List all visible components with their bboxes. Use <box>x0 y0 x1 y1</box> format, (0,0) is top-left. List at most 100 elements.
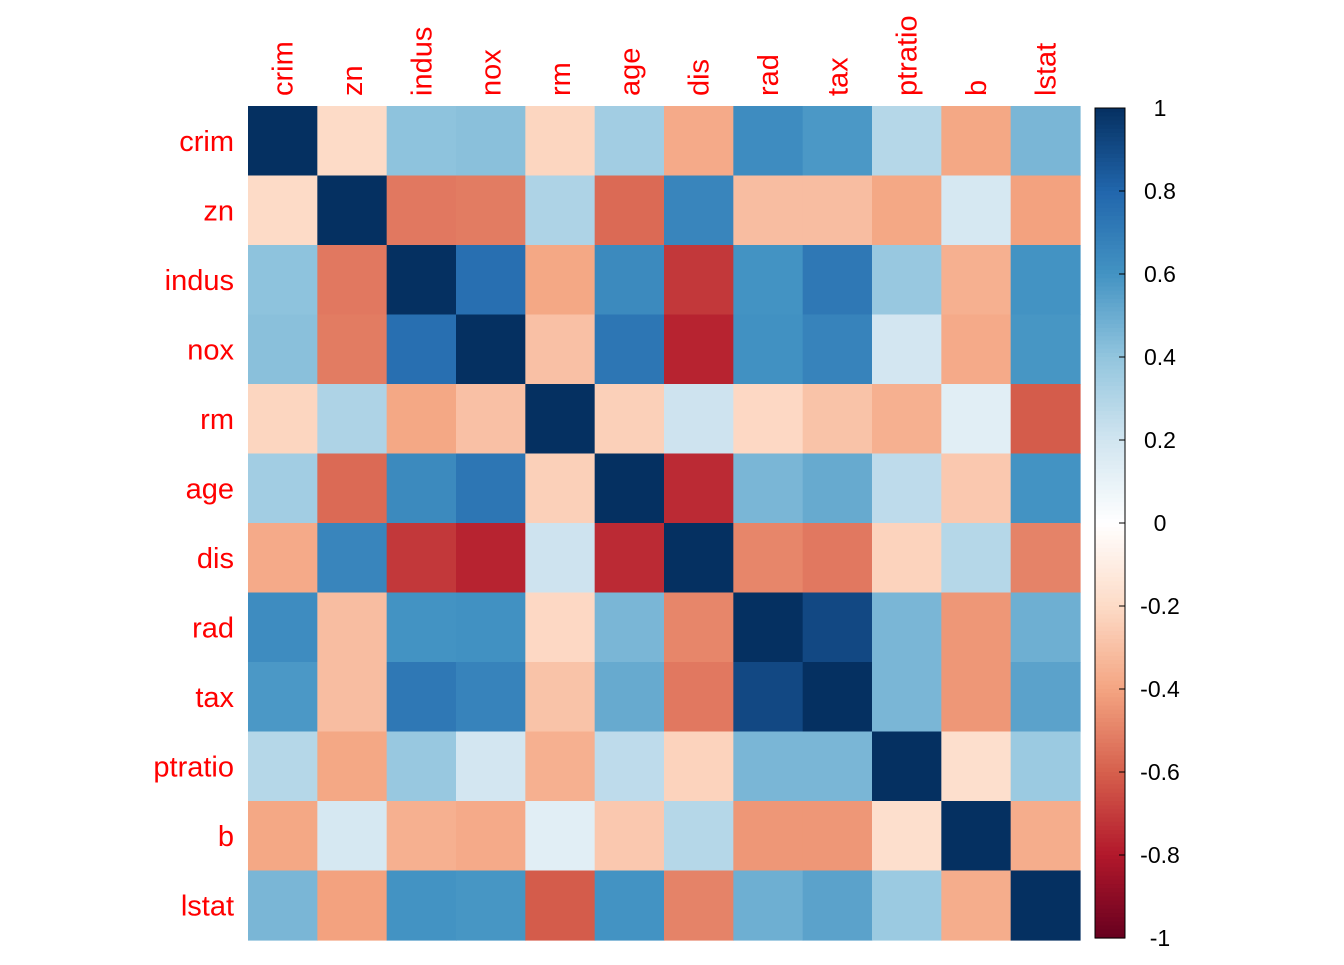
heatmap-cell-rm-b <box>941 384 1012 455</box>
heatmap-cell-dis-tax <box>802 523 873 594</box>
colorbar-segment <box>1095 904 1125 910</box>
column-label-tax: tax <box>822 57 854 96</box>
colorbar-segment <box>1095 755 1125 761</box>
colorbar-segment <box>1095 120 1125 126</box>
colorbar-segment <box>1095 132 1125 138</box>
column-label-age: age <box>614 48 646 96</box>
heatmap-cell-indus-crim <box>248 245 318 316</box>
colorbar-segment <box>1095 357 1125 362</box>
heatmap-cell-dis-rad <box>733 523 804 594</box>
column-label-nox: nox <box>476 49 508 96</box>
colorbar-segment <box>1095 726 1125 732</box>
colorbar-segment <box>1095 672 1125 678</box>
colorbar-segment <box>1095 377 1125 383</box>
colorbar-segment <box>1095 664 1125 669</box>
heatmap-cell-indus-rm <box>525 245 596 316</box>
heatmap-cell-rm-zn <box>317 384 388 455</box>
colorbar-segment <box>1095 124 1125 130</box>
colorbar-segment <box>1095 701 1125 707</box>
heatmap-cell-nox-rad <box>733 314 804 385</box>
colorbar-segment <box>1095 747 1125 752</box>
colorbar-segment <box>1095 560 1125 566</box>
heatmap-cell-b-nox <box>456 801 526 872</box>
heatmap-cell-zn-crim <box>248 175 318 246</box>
heatmap-cell-indus-zn <box>317 245 388 316</box>
colorbar-segment <box>1095 547 1125 553</box>
heatmap-cell-crim-tax <box>802 106 873 177</box>
colorbar-segment <box>1095 207 1125 213</box>
heatmap-cell-dis-age <box>594 523 665 594</box>
colorbar-segment <box>1095 531 1125 537</box>
heatmap-cell-indus-indus <box>386 245 457 316</box>
heatmap-cell-nox-nox <box>456 314 526 385</box>
colorbar-segment <box>1095 626 1125 632</box>
colorbar-segment <box>1095 340 1125 346</box>
colorbar-segment <box>1095 381 1125 387</box>
heatmap-cell-rad-lstat <box>1010 592 1081 663</box>
heatmap-cell-lstat-nox <box>456 870 526 941</box>
colorbar-segment <box>1095 112 1125 117</box>
heatmap-cell-lstat-zn <box>317 870 388 941</box>
heatmap-cell-rm-ptratio <box>872 384 942 455</box>
colorbar-tick-label: -1 <box>1150 925 1170 951</box>
heatmap-cell-ptratio-dis <box>664 731 734 802</box>
heatmap-cell-rad-ptratio <box>872 592 942 663</box>
heatmap-cell-lstat-crim <box>248 870 318 941</box>
colorbar-segment <box>1095 817 1125 823</box>
colorbar-segment <box>1095 921 1125 927</box>
colorbar-segment <box>1095 784 1125 790</box>
colorbar-segment <box>1095 240 1125 246</box>
colorbar-segment <box>1095 269 1125 275</box>
colorbar-segment <box>1095 493 1125 499</box>
colorbar-segment <box>1095 879 1125 885</box>
colorbar-segment <box>1095 830 1125 835</box>
colorbar-segment <box>1095 610 1125 615</box>
heatmap-cell-dis-zn <box>317 523 388 594</box>
heatmap-cell-rm-age <box>594 384 665 455</box>
heatmap-cell-crim-zn <box>317 106 388 177</box>
colorbar-tick-label: -0.2 <box>1140 593 1180 619</box>
colorbar-segment <box>1095 211 1125 217</box>
heatmap-cell-rm-tax <box>802 384 873 455</box>
colorbar-segment <box>1095 145 1125 151</box>
heatmap-cell-rm-rm <box>525 384 596 455</box>
heatmap-cell-age-crim <box>248 453 318 524</box>
heatmap-cell-b-ptratio <box>872 801 942 872</box>
colorbar-segment <box>1095 514 1125 520</box>
colorbar-segment <box>1095 398 1125 404</box>
colorbar-segment <box>1095 220 1125 225</box>
heatmap-cell-lstat-dis <box>664 870 734 941</box>
colorbar-segment <box>1095 751 1125 756</box>
colorbar-segment <box>1095 265 1125 271</box>
heatmap-cell-nox-dis <box>664 314 734 385</box>
colorbar-segment <box>1095 713 1125 719</box>
colorbar-segment <box>1095 452 1125 458</box>
column-label-ptratio: ptratio <box>892 15 924 96</box>
colorbar-segment <box>1095 647 1125 653</box>
colorbar-segment <box>1095 348 1125 354</box>
colorbar-segment <box>1095 759 1125 765</box>
heatmap-cell-tax-tax <box>802 662 873 733</box>
heatmap-cell-ptratio-zn <box>317 731 388 802</box>
heatmap-cell-ptratio-lstat <box>1010 731 1081 802</box>
column-label-lstat: lstat <box>1030 43 1062 96</box>
colorbar-segment <box>1095 564 1125 570</box>
colorbar-tick-label: -0.8 <box>1140 842 1180 868</box>
heatmap-cell-tax-lstat <box>1010 662 1081 733</box>
colorbar-segment <box>1095 149 1125 155</box>
colorbar-segment <box>1095 643 1125 649</box>
colorbar-segment <box>1095 170 1125 175</box>
colorbar-segment <box>1095 693 1125 698</box>
colorbar-segment <box>1095 742 1125 748</box>
colorbar-segment <box>1095 274 1125 279</box>
colorbar-segment <box>1095 502 1125 507</box>
colorbar-segment <box>1095 369 1125 375</box>
colorbar-segment <box>1095 855 1125 860</box>
colorbar-segment <box>1095 718 1125 723</box>
heatmap-cell-ptratio-nox <box>456 731 526 802</box>
heatmap-cell-zn-rm <box>525 175 596 246</box>
heatmap-cell-zn-ptratio <box>872 175 942 246</box>
colorbar-segment <box>1095 128 1125 134</box>
colorbar-segment <box>1095 622 1125 628</box>
